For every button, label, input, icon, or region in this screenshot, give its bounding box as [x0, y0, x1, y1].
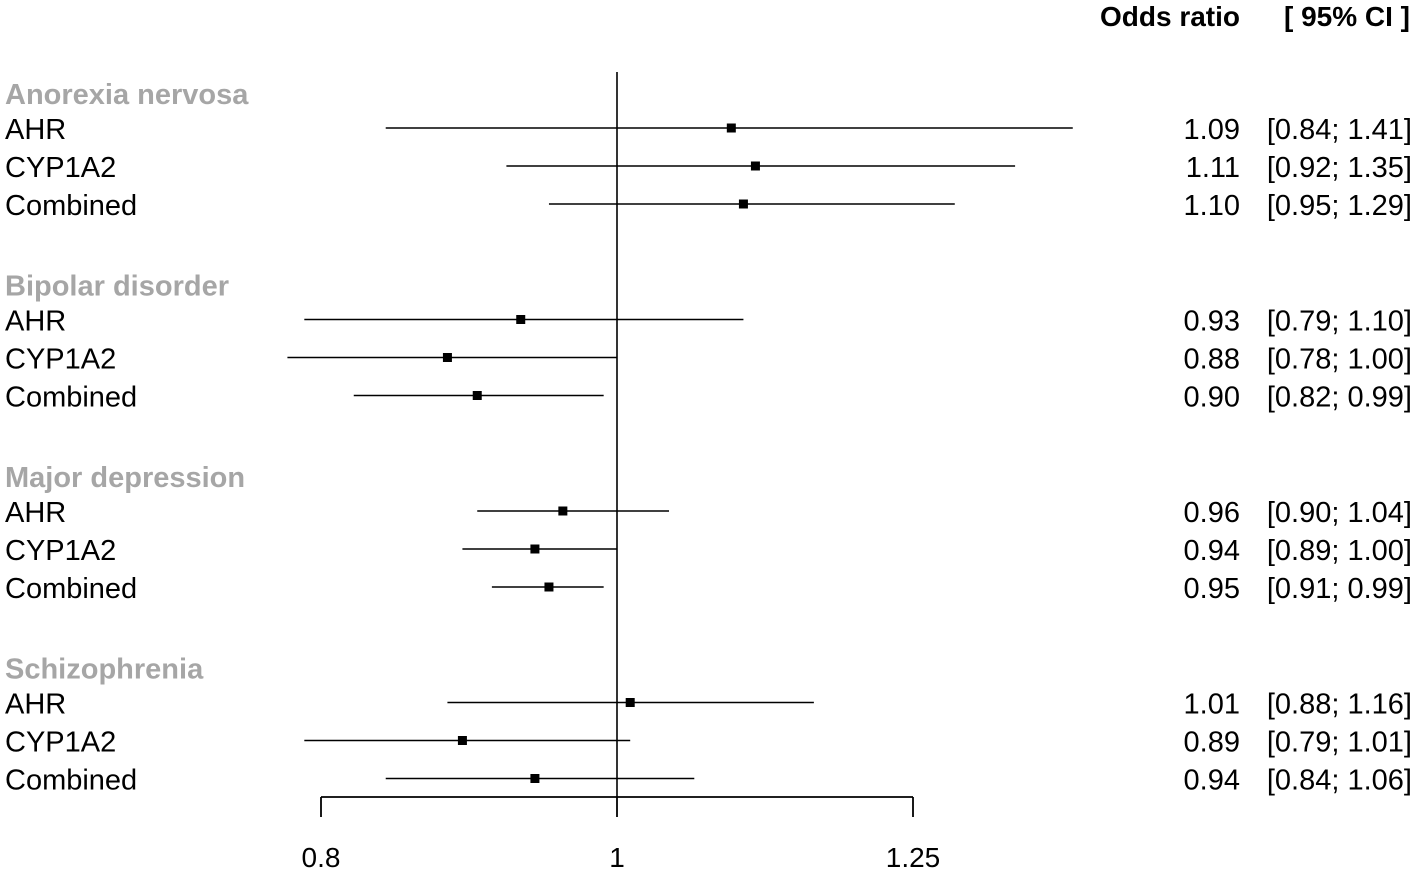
column-headers: Odds ratio [ 95% CI ]: [1100, 1, 1410, 32]
confidence-interval-value: [0.89; 1.00]: [1267, 535, 1412, 567]
row-label: CYP1A2: [5, 727, 116, 759]
x-axis-tick-label: 1.25: [886, 842, 941, 873]
confidence-interval-value: [0.88; 1.16]: [1267, 689, 1412, 721]
group-label: Bipolar disorder: [5, 271, 229, 303]
estimate-marker: [558, 506, 568, 516]
group-label: Anorexia nervosa: [5, 79, 249, 111]
odds-ratio-value: 1.10: [1184, 190, 1240, 222]
confidence-interval-value: [0.79; 1.10]: [1267, 306, 1412, 338]
estimate-marker: [726, 123, 736, 133]
confidence-interval-value: [0.84; 1.06]: [1267, 765, 1412, 797]
row-label: Combined: [5, 190, 137, 222]
odds-ratio-value: 0.94: [1184, 765, 1240, 797]
row-label: AHR: [5, 306, 66, 338]
confidence-interval-value: [0.84; 1.41]: [1267, 114, 1412, 146]
odds-ratio-value: 1.01: [1184, 689, 1240, 721]
group-label: Major depression: [5, 462, 245, 494]
odds-ratio-value: 0.95: [1184, 573, 1240, 605]
odds-ratio-value: 0.89: [1184, 727, 1240, 759]
estimate-marker: [544, 582, 554, 592]
group-label: Schizophrenia: [5, 654, 204, 686]
row-label: Combined: [5, 382, 137, 414]
confidence-interval-value: [0.79; 1.01]: [1267, 727, 1412, 759]
confidence-interval-value: [0.78; 1.00]: [1267, 344, 1412, 376]
odds-ratio-value: 0.90: [1184, 382, 1240, 414]
confidence-interval-value: [0.82; 0.99]: [1267, 382, 1412, 414]
estimate-marker: [516, 315, 526, 324]
estimate-marker: [472, 391, 482, 400]
row-label: Combined: [5, 573, 137, 605]
row-label: CYP1A2: [5, 344, 116, 376]
confidence-interval-value: [0.91; 0.99]: [1267, 573, 1412, 605]
row-label: AHR: [5, 114, 66, 146]
confidence-interval-value: [0.95; 1.29]: [1267, 190, 1412, 222]
confidence-interval-value: [0.90; 1.04]: [1267, 497, 1412, 529]
row-label: CYP1A2: [5, 152, 116, 184]
x-axis-tick-label: 1: [609, 842, 625, 873]
estimate-marker: [442, 353, 452, 362]
odds-ratio-value: 0.93: [1184, 306, 1240, 338]
x-axis-tick-label: 0.8: [302, 842, 341, 873]
row-label: AHR: [5, 689, 66, 721]
confidence-interval-value: [0.92; 1.35]: [1267, 152, 1412, 184]
odds-ratio-value: 1.09: [1184, 114, 1240, 146]
header-odds-ratio: Odds ratio: [1100, 1, 1240, 32]
row-label: Combined: [5, 765, 137, 797]
odds-ratio-value: 0.96: [1184, 497, 1240, 529]
header-confidence-interval: [ 95% CI ]: [1284, 1, 1410, 32]
estimate-marker: [738, 199, 748, 209]
row-label: AHR: [5, 497, 66, 529]
estimate-marker: [457, 736, 467, 745]
estimate-marker: [530, 544, 540, 554]
row-label: CYP1A2: [5, 535, 116, 567]
estimate-marker: [530, 774, 540, 783]
odds-ratio-value: 0.88: [1184, 344, 1240, 376]
odds-ratio-value: 1.11: [1186, 152, 1240, 184]
estimate-marker: [750, 161, 760, 171]
odds-ratio-value: 0.94: [1184, 535, 1240, 567]
estimate-marker: [625, 698, 635, 707]
